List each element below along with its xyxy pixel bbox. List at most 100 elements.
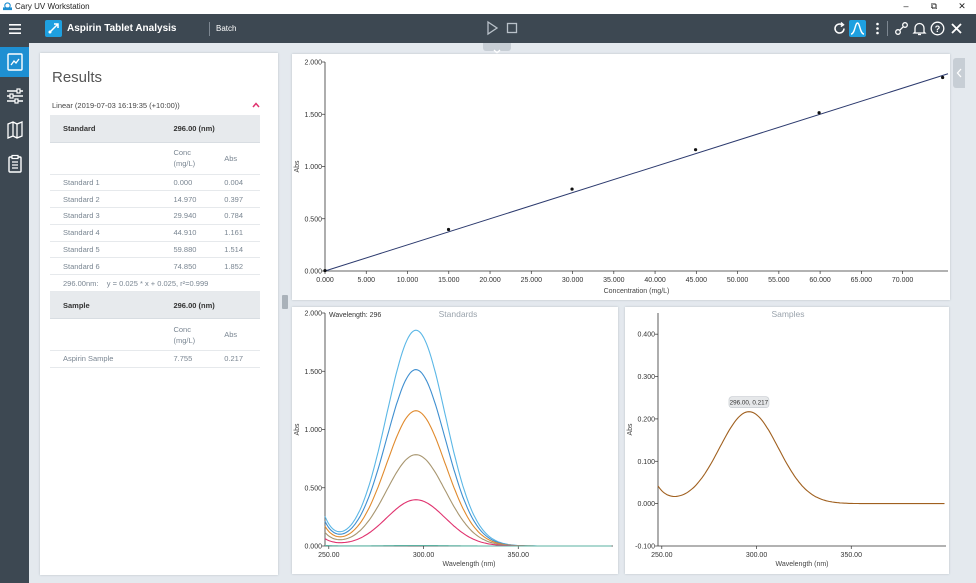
table-row[interactable]: Standard 4 44.910 1.161 [50, 224, 260, 242]
side-panel-tab[interactable] [953, 58, 965, 88]
close-window-button[interactable]: ✕ [958, 1, 966, 11]
sliders-icon [7, 88, 23, 104]
stop-icon[interactable] [504, 20, 520, 36]
calibration-fit-line [324, 73, 949, 272]
spectrum-view-button[interactable] [849, 20, 866, 37]
x-tick-label: 300.00 [413, 552, 435, 559]
clipboard-icon [8, 154, 22, 173]
chevron-up-icon[interactable] [251, 101, 261, 109]
minimize-button[interactable]: – [903, 1, 909, 11]
standard-spectrum-line [324, 499, 612, 547]
standard-header-wavelength: 296.00 (nm) [162, 115, 260, 143]
x-tick-label: 250.00 [318, 552, 340, 559]
table-row[interactable]: Standard 5 59.880 1.514 [50, 241, 260, 259]
sample-abs-column-header: Abs [224, 318, 260, 352]
nav-map[interactable] [0, 115, 29, 145]
table-row[interactable]: Standard 1 0.000 0.004 [50, 174, 260, 192]
table-row[interactable]: Aspirin Sample 7.755 0.217 [50, 350, 260, 368]
hamburger-menu-icon[interactable] [6, 20, 24, 38]
y-tick-label: 0.300 [637, 374, 655, 381]
calibration-chart[interactable]: 0.000 5.000 10.000 15.000 20.000 25.000 30.000… [292, 54, 950, 300]
y-tick-label: 0.000 [304, 544, 322, 551]
wavelength-annotation: Wavelength: 296 [329, 312, 381, 319]
y-tick-label: 0.400 [637, 332, 655, 339]
x-tick-label: 5.000 [357, 277, 375, 284]
chart-title: Standards [439, 309, 478, 319]
restore-button[interactable]: ⧉ [930, 1, 938, 11]
close-icon[interactable] [948, 20, 965, 37]
x-tick-label: 35.000 [603, 277, 625, 284]
y-axis-label: Abs [294, 160, 301, 173]
x-tick-label: 70.000 [892, 277, 914, 284]
x-tick-label: 60.000 [809, 277, 831, 284]
calibration-point [323, 268, 327, 273]
calibration-equation-row: 296.00nm: y = 0.025 * x + 0.025, r²=0.99… [50, 274, 260, 293]
calibration-point [817, 111, 821, 115]
nav-method[interactable] [0, 81, 29, 111]
spectrum-icon [850, 22, 865, 35]
y-tick-label: -0.100 [635, 544, 655, 551]
nav-report[interactable] [0, 149, 29, 179]
connection-icon[interactable] [893, 20, 910, 37]
sample-header-label: Sample [50, 291, 163, 320]
results-title: Results [52, 69, 103, 86]
x-tick-label: 10.000 [397, 277, 419, 284]
sample-header-wavelength: 296.00 (nm) [162, 291, 260, 320]
sample-header-row: Sample 296.00 (nm) [50, 291, 260, 320]
calibration-point [941, 75, 945, 80]
refresh-icon[interactable] [831, 20, 848, 37]
equation-wavelength: 296.00nm: [63, 278, 99, 288]
table-row[interactable]: Standard 3 29.940 0.784 [50, 207, 260, 225]
x-tick-label: 350.00 [841, 552, 863, 559]
standard-header-row: Standard 296.00 (nm) [50, 115, 260, 143]
x-axis-label: Concentration (mg/L) [604, 288, 670, 295]
samples-spectra-panel: 250.00 300.00 350.00 -0.100 0.000 0.100 0.200 0… [625, 307, 949, 574]
y-tick-label: 0.200 [637, 416, 655, 423]
equation-formula: y = 0.025 * x + 0.025, r²=0.999 [106, 278, 209, 288]
bell-icon[interactable] [911, 20, 928, 37]
standards-spectra-chart[interactable]: 250.00 300.00 350.00 0.000 0.500 1.000 1.500 2.… [292, 307, 618, 574]
x-tick-label: 250.00 [651, 552, 673, 559]
table-row[interactable]: Standard 2 14.970 0.397 [50, 190, 260, 209]
samples-spectra-chart[interactable]: 250.00 300.00 350.00 -0.100 0.000 0.100 0.200 0… [625, 307, 949, 574]
sample-column-header-row: Conc (mg/L) Abs [50, 318, 260, 352]
x-tick-label: 40.000 [644, 277, 666, 284]
standard-header-label: Standard [50, 115, 163, 143]
nav-results[interactable] [0, 47, 29, 77]
header-divider-right [887, 21, 888, 36]
svg-text:?: ? [935, 24, 941, 34]
standards-spectra-panel: 250.00 300.00 350.00 0.000 0.500 1.000 1.500 2.… [292, 307, 618, 574]
calibration-point [693, 148, 698, 152]
window-title: Cary UV Workstation [15, 2, 90, 11]
header-divider [209, 22, 210, 36]
sample-conc-column-header: Conc (mg/L) [162, 318, 225, 352]
abs-column-header: Abs [224, 142, 260, 175]
left-navigation [0, 43, 29, 583]
x-axis-label: Wavelength (nm) [442, 561, 495, 568]
y-tick-label: 0.100 [637, 459, 655, 466]
calibration-point [570, 187, 574, 191]
help-icon[interactable]: ? [929, 20, 946, 37]
x-tick-label: 300.00 [746, 552, 768, 559]
batch-tab[interactable]: Batch [216, 24, 237, 33]
table-row[interactable]: Standard 6 74.850 1.852 [50, 257, 260, 276]
chevron-down-icon [493, 49, 501, 54]
x-tick-label: 45.000 [686, 277, 708, 284]
standard-spectrum-line [324, 329, 612, 547]
results-report-icon [7, 53, 23, 71]
y-axis-label: Abs [294, 423, 301, 436]
x-tick-label: 350.00 [508, 552, 530, 559]
x-tick-label: 15.000 [438, 277, 460, 284]
header-collapse-tab[interactable] [483, 43, 511, 54]
panel-splitter-handle[interactable] [282, 295, 288, 309]
x-axis-label: Wavelength (nm) [775, 561, 828, 568]
standard-spectrum-line [324, 544, 612, 547]
more-options-icon[interactable] [869, 20, 886, 37]
y-tick-label: 1.000 [304, 164, 322, 171]
calibration-point [446, 227, 451, 232]
x-tick-label: 50.000 [727, 277, 749, 284]
x-tick-label: 55.000 [768, 277, 790, 284]
window-title-bar: Cary UV Workstation – ⧉ ✕ [0, 0, 976, 14]
y-tick-label: 1.500 [304, 112, 322, 119]
play-icon[interactable] [484, 20, 500, 36]
